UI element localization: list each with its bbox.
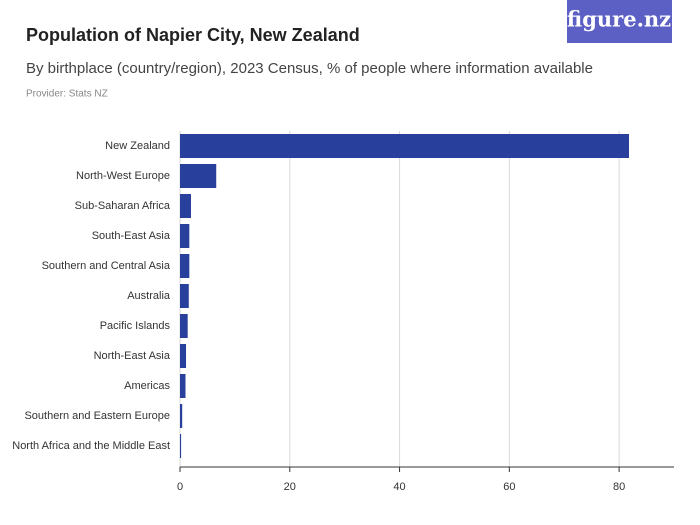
bar [180,254,190,278]
y-tick-label: Southern and Eastern Europe [24,410,170,422]
chart-subtitle: By birthplace (country/region), 2023 Cen… [26,60,593,77]
x-tick-label: 0 [177,481,183,493]
logo-box [567,0,672,43]
bar [180,194,191,218]
source: Provider: Stats NZ [26,89,108,100]
y-tick-label: Southern and Central Asia [42,260,171,272]
y-tick-label: South-East Asia [92,230,171,242]
x-tick-label: 60 [503,481,515,493]
y-tick-label: New Zealand [105,140,170,152]
bar [180,404,183,428]
bar [180,224,190,248]
x-tick-label: 40 [393,481,405,493]
x-tick-label: 20 [284,481,296,493]
chart-title: Population of Napier City, New Zealand [26,25,360,45]
y-tick-label: Sub-Saharan Africa [75,200,171,212]
bar [180,344,187,368]
logo[interactable]: figure.nz [567,7,671,32]
y-tick-label: North Africa and the Middle East [12,440,170,452]
y-tick-label: Americas [124,380,170,392]
bar [180,284,189,308]
y-tick-label: North-West Europe [76,170,170,182]
bar [180,374,186,398]
bar [180,434,182,458]
y-tick-label: Pacific Islands [100,320,171,332]
y-tick-label: North-East Asia [94,350,171,362]
bar [180,164,217,188]
x-tick-label: 80 [613,481,625,493]
bar [180,134,629,158]
bar [180,314,188,338]
y-tick-label: Australia [127,290,171,302]
